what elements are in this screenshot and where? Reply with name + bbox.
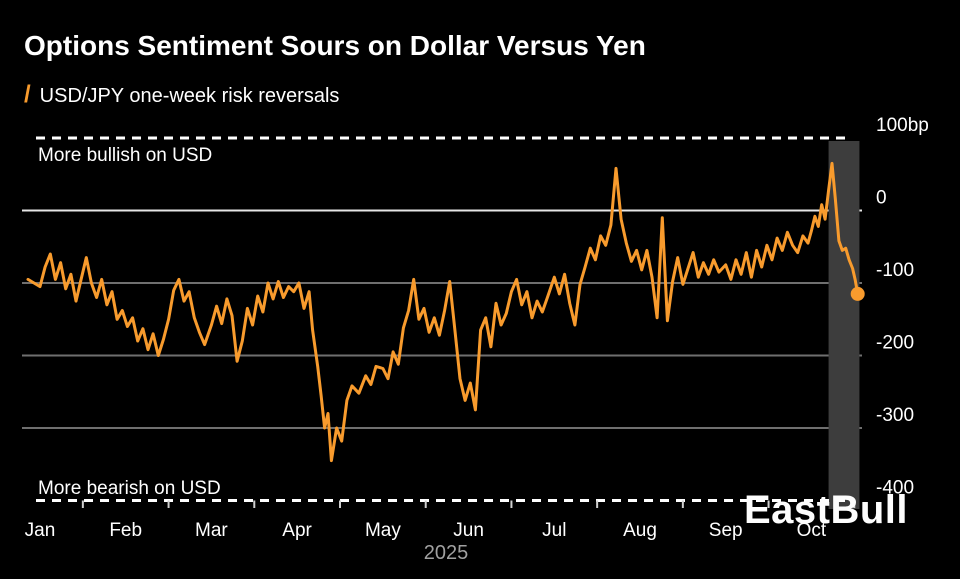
legend: / USD/JPY one-week risk reversals: [24, 81, 340, 110]
x-axis-label: Apr: [282, 520, 312, 541]
legend-slash-icon: /: [24, 81, 31, 108]
x-axis-label: Mar: [195, 520, 228, 541]
y-axis-label: 0: [876, 188, 887, 209]
x-axis-label: Jan: [25, 520, 56, 541]
x-axis-label: May: [365, 520, 401, 541]
y-axis-label: -200: [876, 333, 914, 354]
series-line: [26, 161, 860, 463]
chart-title: Options Sentiment Sours on Dollar Versus…: [24, 30, 646, 61]
x-axis-label: Oct: [797, 520, 827, 541]
last-point-marker: [850, 286, 865, 301]
x-axis-label: Aug: [623, 520, 657, 541]
y-axis-label: 100bp: [876, 115, 929, 136]
y-axis-label: -400: [876, 478, 914, 499]
watermark: EastBull: [743, 488, 908, 532]
y-axis-label: -300: [876, 405, 914, 426]
y-axis-label: -100: [876, 260, 914, 281]
x-axis-label: Feb: [109, 520, 142, 541]
x-axis-label: Jul: [542, 520, 566, 541]
x-axis-label: Sep: [709, 520, 743, 541]
highlight-band: [828, 141, 860, 509]
x-axis-label: Jun: [453, 520, 484, 541]
annotation-bullish: More bullish on USD: [38, 145, 213, 166]
legend-label: USD/JPY one-week risk reversals: [39, 84, 340, 107]
annotation-bearish: More bearish on USD: [38, 478, 221, 499]
x-axis-year: 2025: [423, 542, 469, 564]
